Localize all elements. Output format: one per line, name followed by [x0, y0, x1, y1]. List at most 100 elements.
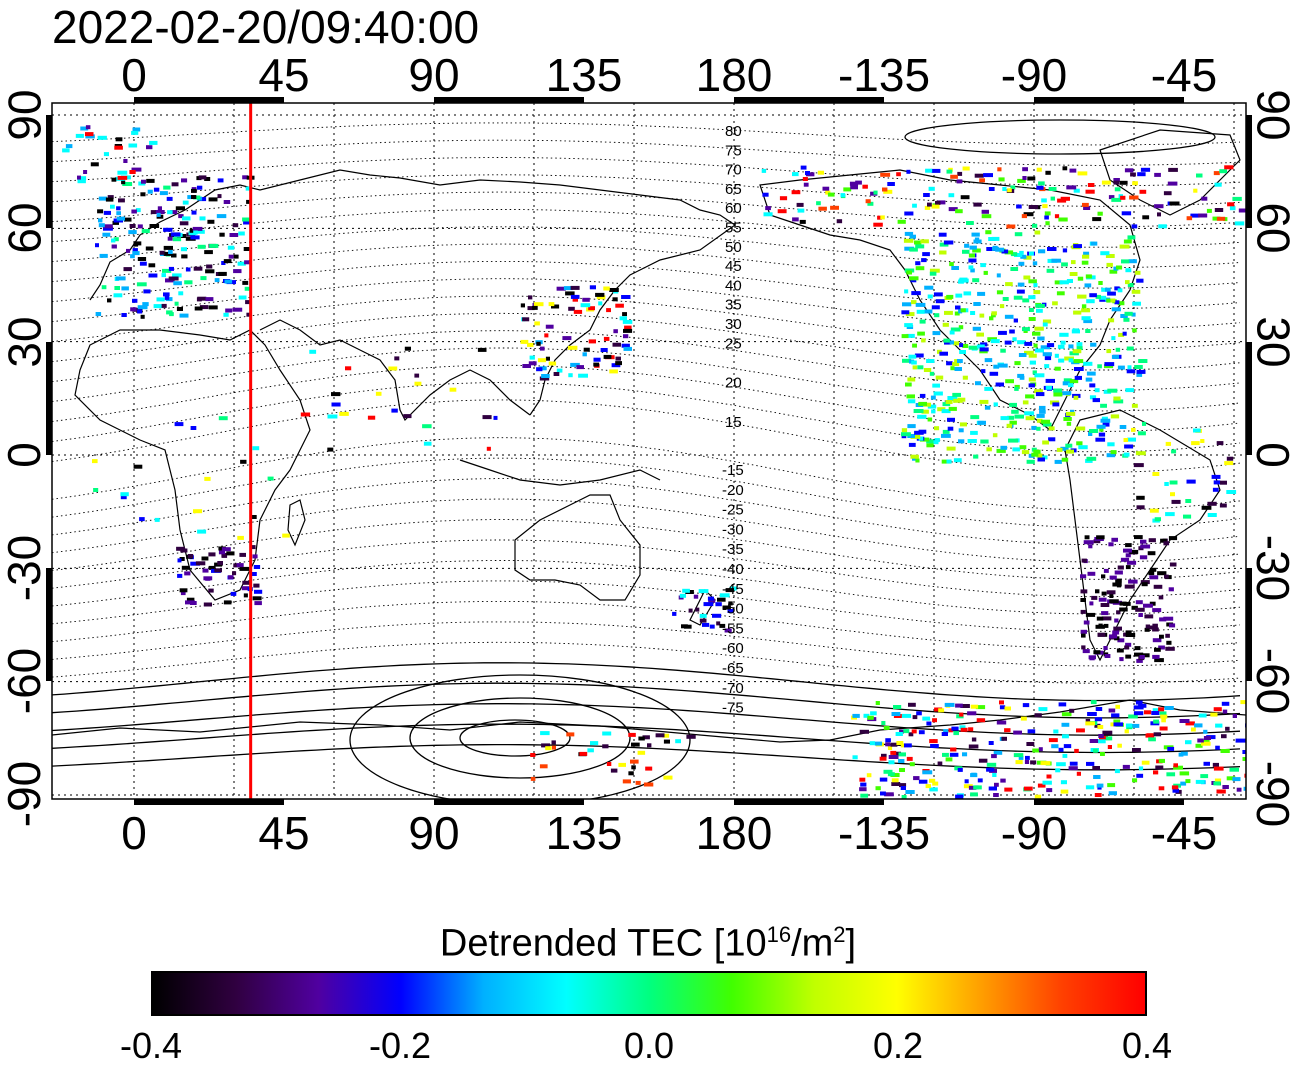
tec-pixel [230, 591, 237, 596]
tec-pixel [1034, 373, 1045, 378]
tec-pixel [849, 181, 859, 186]
tec-pixel [1040, 455, 1048, 460]
tec-pixel [1000, 416, 1009, 421]
tec-pixel [964, 779, 969, 784]
tec-pixel [933, 391, 943, 396]
tec-pixel [1098, 281, 1103, 285]
tec-pixel [950, 327, 961, 332]
tec-pixel [1029, 360, 1036, 365]
contour-label: -30 [722, 521, 744, 538]
tec-pixel [245, 186, 251, 191]
tec-pixel [904, 289, 909, 294]
tec-pixel [1149, 508, 1159, 513]
tec-pixel [1034, 389, 1043, 394]
tec-pixel [882, 187, 888, 192]
contour-label: -45 [722, 581, 744, 598]
tec-pixel [1137, 431, 1146, 436]
tec-pixel [938, 708, 945, 713]
tec-pixel [1126, 369, 1136, 374]
tec-pixel [209, 243, 219, 248]
tec-pixel [1152, 472, 1160, 476]
tec-pixel [1001, 736, 1007, 741]
tec-pixel [103, 226, 113, 231]
tec-pixel [166, 196, 173, 201]
tec-pixel [1193, 428, 1201, 433]
tec-pixel [1080, 609, 1086, 614]
tec-pixel [986, 762, 997, 767]
tec-pixel [1012, 447, 1020, 452]
tec-pixel [724, 628, 732, 633]
tec-pixel [1226, 456, 1234, 461]
tec-pixel [1014, 386, 1019, 391]
tec-pixel [1081, 316, 1091, 321]
tec-pixel [1023, 275, 1031, 280]
tec-pixel [520, 339, 529, 344]
tec-pixel [990, 339, 1000, 344]
contour-line [52, 560, 1241, 615]
tec-pixel [113, 293, 123, 298]
tec-pixel [157, 206, 162, 211]
tec-pixel [1081, 260, 1089, 265]
tec-pixel [919, 319, 926, 324]
tec-pixel [1120, 195, 1126, 200]
tec-pixel [1054, 366, 1061, 371]
tec-pixel [116, 216, 125, 221]
tec-pixel [122, 182, 133, 186]
tec-pixel [533, 302, 544, 307]
tec-pixel [956, 179, 963, 184]
tec-pixel [879, 777, 888, 782]
tec-pixel [1083, 319, 1093, 324]
tec-pixel [1126, 560, 1137, 565]
tec-pixel [1059, 332, 1069, 337]
tec-pixel [1133, 711, 1144, 716]
tec-pixel [573, 309, 583, 314]
tec-pixel [1069, 272, 1078, 276]
tec-pixel [929, 440, 939, 445]
tec-pixel [1018, 353, 1027, 357]
tec-pixel [843, 187, 852, 192]
tec-pixel [252, 596, 262, 601]
tec-pixel [970, 268, 975, 273]
tec-pixel [1015, 760, 1023, 765]
tec-pixel [147, 189, 153, 194]
tec-pixel [1089, 383, 1096, 388]
tec-pixel [1100, 603, 1110, 607]
tec-pixel [1131, 224, 1138, 229]
tec-pixel [137, 309, 143, 314]
tec-pixel [611, 363, 621, 368]
tec-pixel [991, 754, 997, 759]
tec-pixel [715, 602, 722, 607]
tec-pixel [981, 214, 992, 219]
tec-pixel [1033, 449, 1041, 454]
tec-pixel [1023, 786, 1033, 791]
tec-pixel [562, 336, 572, 341]
tec-pixel [1110, 450, 1117, 455]
tec-pixel [1108, 298, 1116, 303]
tec-pixel [232, 571, 237, 576]
tec-pixel [1117, 288, 1123, 293]
tec-pixel [1219, 169, 1227, 174]
tec-pixel [910, 454, 919, 459]
tec-pixel [565, 291, 575, 296]
tec-pixel [1215, 723, 1223, 728]
tec-pixel [1106, 262, 1113, 267]
coastline-north-america [759, 169, 1141, 431]
tec-pixel [1210, 712, 1218, 717]
tec-pixel [970, 704, 979, 709]
tec-pixel [1041, 198, 1047, 203]
tec-pixel [477, 347, 487, 352]
tec-pixel [1145, 624, 1150, 629]
tec-pixel [777, 209, 787, 214]
longitude-tick-label: -90 [1000, 807, 1068, 859]
tec-pixel [1229, 767, 1239, 772]
tec-pixel [137, 305, 148, 310]
tec-pixel [537, 358, 547, 363]
tec-pixel [939, 351, 948, 356]
tec-pixel [1216, 216, 1226, 221]
tec-pixel [528, 361, 537, 366]
tec-pixel [983, 173, 993, 178]
tec-pixel [1103, 646, 1108, 650]
contour-label: 55 [725, 220, 742, 237]
tec-pixel [126, 248, 131, 253]
tec-pixel [917, 414, 927, 419]
